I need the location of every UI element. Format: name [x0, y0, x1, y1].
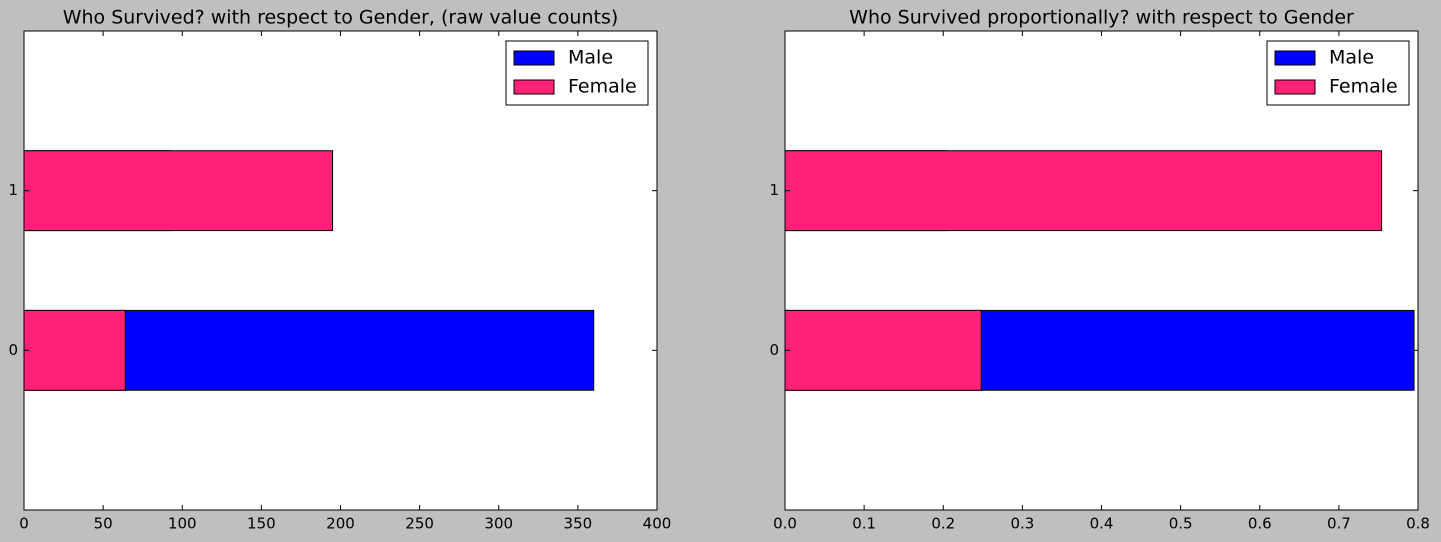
x-tick-label: 0.7 — [1327, 515, 1351, 533]
bar — [23, 150, 334, 232]
plot-frame — [23, 30, 658, 511]
plot-frame — [784, 30, 1419, 511]
x-tick-label: 0.4 — [1090, 515, 1114, 533]
y-tick-label: 1 — [769, 181, 779, 199]
x-tick-label: 0.6 — [1248, 515, 1272, 533]
y-tick-label: 0 — [8, 341, 18, 359]
x-tick-label: 300 — [484, 515, 513, 533]
legend-swatch — [513, 50, 555, 66]
legend-label: Female — [1329, 76, 1398, 98]
x-tick-label: 0.3 — [1010, 515, 1034, 533]
chart-title: Who Survived proportionally? with respec… — [849, 7, 1354, 29]
x-tick-label: 50 — [94, 515, 113, 533]
bar — [784, 150, 1383, 232]
x-tick-label: 0.0 — [773, 515, 797, 533]
legend-swatch — [1274, 79, 1316, 95]
legend-swatch — [513, 79, 555, 95]
bar — [784, 309, 982, 391]
x-tick-label: 200 — [326, 515, 355, 533]
x-tick-label: 250 — [405, 515, 434, 533]
x-tick-label: 0.2 — [931, 515, 955, 533]
legend: Male Female — [1266, 40, 1410, 106]
x-tick-label: 350 — [564, 515, 593, 533]
subplot: Who Survived proportionally? with respec… — [769, 7, 1429, 533]
plot-area — [785, 31, 1418, 510]
plot-area — [24, 31, 657, 510]
x-tick-label: 0.1 — [852, 515, 876, 533]
y-tick-label: 1 — [8, 181, 18, 199]
legend-label: Female — [568, 76, 637, 98]
x-tick-label: 100 — [168, 515, 197, 533]
legend-label: Male — [1329, 47, 1374, 69]
x-tick-label: 0.8 — [1406, 515, 1430, 533]
x-tick-label: 0.5 — [1169, 515, 1193, 533]
subplot: Who Survived? with respect to Gender, (r… — [8, 7, 671, 533]
x-tick-label: 400 — [643, 515, 672, 533]
x-tick-label: 150 — [247, 515, 276, 533]
legend-label: Male — [568, 47, 613, 69]
bar — [23, 309, 126, 391]
x-tick-label: 0 — [19, 515, 29, 533]
chart-title: Who Survived? with respect to Gender, (r… — [63, 7, 619, 29]
legend-swatch — [1274, 50, 1316, 66]
y-tick-label: 0 — [769, 341, 779, 359]
legend: Male Female — [505, 40, 649, 106]
